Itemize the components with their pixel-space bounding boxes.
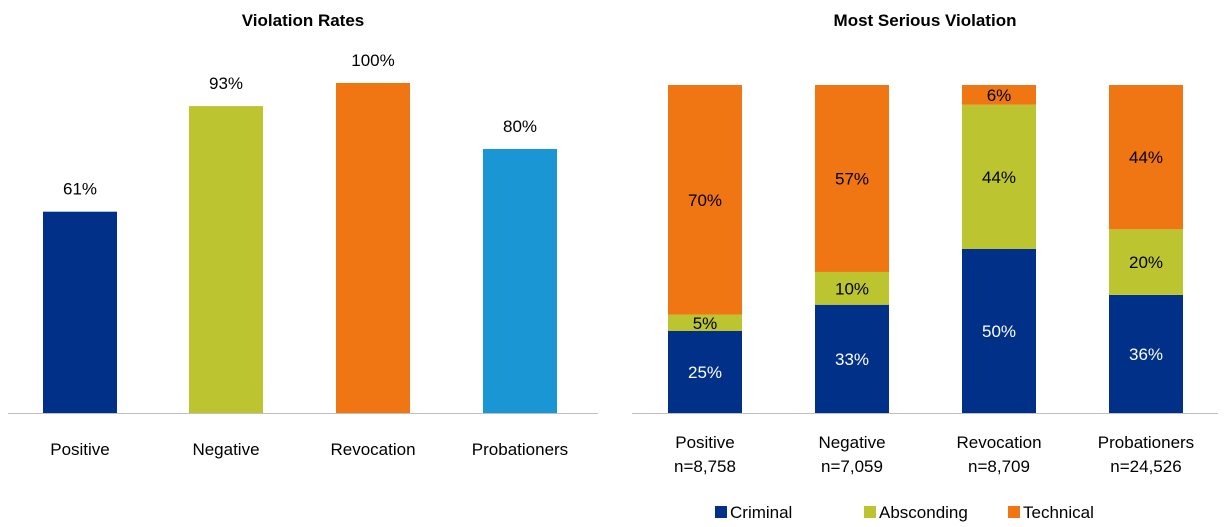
chart-title: Violation Rates — [242, 11, 365, 30]
category-label: Positive — [675, 433, 735, 452]
category-label: Probationers — [472, 440, 568, 459]
segment-label: 44% — [982, 168, 1016, 187]
segment-label: 36% — [1129, 345, 1163, 364]
data-label: 93% — [209, 74, 243, 93]
bar-segment-criminal — [668, 331, 742, 413]
legend-swatch-absconding — [864, 506, 876, 518]
segment-label: 50% — [982, 322, 1016, 341]
segment-label: 70% — [688, 191, 722, 210]
category-label: Positive — [50, 440, 110, 459]
data-label: 100% — [351, 51, 394, 70]
bar-segment-criminal — [1109, 294, 1183, 413]
bar-segment-technical — [962, 85, 1036, 105]
category-count-label: n=24,526 — [1110, 457, 1181, 476]
legend-label: Criminal — [730, 503, 792, 522]
segment-label: 44% — [1129, 148, 1163, 167]
segment-label: 5% — [693, 314, 718, 333]
bar-negative — [189, 106, 263, 413]
category-count-label: n=8,758 — [674, 457, 736, 476]
bar-segment-technical — [668, 85, 742, 315]
segment-label: 10% — [835, 279, 869, 298]
category-count-label: n=7,059 — [821, 457, 883, 476]
bar-segment-absconding — [962, 104, 1036, 250]
bar-positive — [43, 211, 117, 413]
segment-label: 20% — [1129, 253, 1163, 272]
legend-label: Technical — [1023, 503, 1094, 522]
bar-segment-absconding — [1109, 229, 1183, 295]
bar-segment-absconding — [668, 314, 742, 331]
bar-segment-absconding — [815, 271, 889, 305]
data-label: 80% — [503, 117, 537, 136]
bar-revocation — [336, 83, 410, 413]
data-label: 61% — [63, 180, 97, 199]
legend-swatch-criminal — [715, 506, 727, 518]
bar-segment-criminal — [815, 304, 889, 413]
category-label: Negative — [818, 433, 885, 452]
chart-title: Most Serious Violation — [834, 11, 1017, 30]
bar-segment-criminal — [962, 249, 1036, 413]
bar-segment-technical — [815, 85, 889, 272]
bar-probationers — [483, 149, 557, 413]
segment-label: 57% — [835, 169, 869, 188]
bar-segment-technical — [1109, 85, 1183, 230]
segment-label: 25% — [688, 363, 722, 382]
category-label: Revocation — [330, 440, 415, 459]
segment-label: 33% — [835, 350, 869, 369]
category-label: Revocation — [956, 433, 1041, 452]
category-label: Negative — [192, 440, 259, 459]
legend-swatch-technical — [1008, 506, 1020, 518]
category-count-label: n=8,709 — [968, 457, 1030, 476]
category-label: Probationers — [1098, 433, 1194, 452]
legend-label: Absconding — [879, 503, 968, 522]
segment-label: 6% — [987, 86, 1012, 105]
